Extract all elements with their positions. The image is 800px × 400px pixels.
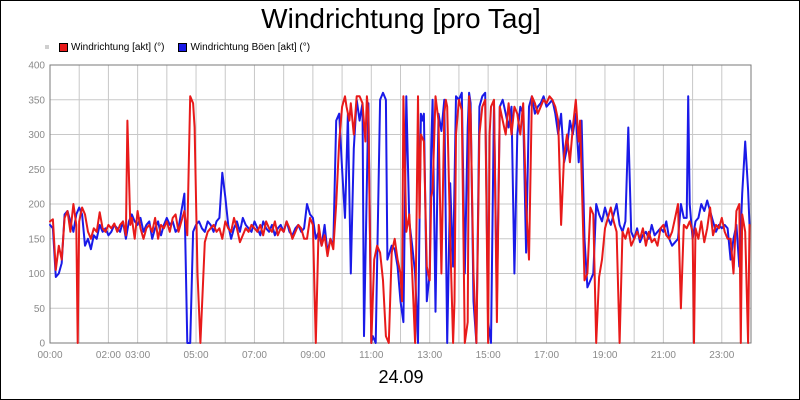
plot-border bbox=[49, 64, 752, 344]
y-tick-label: 0 bbox=[39, 339, 45, 350]
y-tick-label: 50 bbox=[34, 304, 46, 315]
legend: Windrichtung [akt] (°) Windrichtung Böen… bbox=[45, 40, 324, 54]
chart-date-label: 24.09 bbox=[378, 367, 424, 387]
y-tick-label: 100 bbox=[28, 269, 45, 280]
chart-title: Windrichtung [pro Tag] bbox=[261, 3, 541, 34]
x-tick-label: 05:00 bbox=[184, 350, 209, 361]
x-tick-label: 02:00 bbox=[96, 350, 121, 361]
x-tick-label: 13:00 bbox=[417, 350, 442, 361]
x-tick-label: 15:00 bbox=[476, 350, 501, 361]
y-tick-label: 150 bbox=[28, 234, 45, 245]
y-tick-label: 200 bbox=[28, 200, 45, 211]
series-line-1 bbox=[49, 95, 751, 344]
x-tick-label: 03:00 bbox=[125, 350, 150, 361]
x-tick-label: 00:00 bbox=[37, 350, 62, 361]
legend-label-series-1: Windrichtung [akt] (°) bbox=[71, 41, 165, 53]
legend-item-series-2: Windrichtung Böen [akt] (°) bbox=[178, 42, 310, 53]
x-tick-label: 09:00 bbox=[300, 350, 325, 361]
x-tick-label: 07:00 bbox=[242, 350, 267, 361]
legend-marker-icon bbox=[45, 45, 49, 49]
legend-item-series-1: Windrichtung [akt] (°) bbox=[59, 42, 164, 53]
x-tick-label: 11:00 bbox=[359, 350, 384, 361]
y-tick-label: 250 bbox=[28, 165, 45, 176]
x-tick-label: 23:00 bbox=[709, 350, 734, 361]
legend-swatch-blue bbox=[178, 42, 188, 52]
x-tick-label: 21:00 bbox=[651, 350, 676, 361]
x-tick-label: 19:00 bbox=[592, 350, 617, 361]
legend-swatch-red bbox=[59, 42, 68, 52]
x-tick-label: 17:00 bbox=[534, 350, 559, 361]
y-tick-label: 300 bbox=[28, 130, 45, 141]
y-tick-label: 350 bbox=[28, 95, 45, 106]
y-tick-label: 400 bbox=[28, 61, 45, 72]
legend-label-series-2: Windrichtung Böen [akt] (°) bbox=[190, 41, 311, 53]
